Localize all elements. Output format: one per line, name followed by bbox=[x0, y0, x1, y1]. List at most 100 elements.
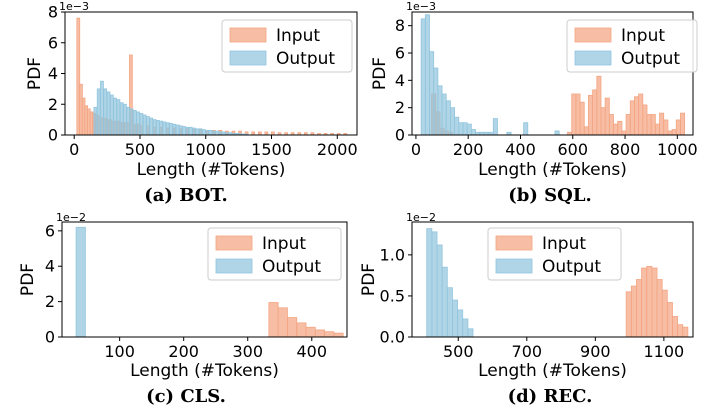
legend-label-output: Output bbox=[276, 49, 335, 69]
legend-label-output: Output bbox=[262, 257, 321, 277]
bar-output bbox=[523, 122, 529, 136]
y-axis-label: PDF bbox=[25, 57, 45, 90]
y-tick-label: 1.0 bbox=[380, 245, 405, 264]
bar-output bbox=[75, 226, 86, 338]
bar-input bbox=[287, 317, 298, 338]
chart-caption: (b) SQL. bbox=[508, 185, 592, 206]
bar-input bbox=[314, 329, 325, 338]
bar-input bbox=[277, 307, 288, 338]
y-tick-label: 0 bbox=[48, 126, 58, 145]
y-tick-label: 4 bbox=[45, 257, 55, 276]
bar-output bbox=[126, 106, 131, 136]
bar-output bbox=[433, 67, 439, 136]
bar-input bbox=[583, 126, 589, 136]
bar-input bbox=[636, 279, 643, 338]
x-tick-label: 700 bbox=[512, 342, 543, 361]
bar-input bbox=[675, 119, 681, 136]
bar-output bbox=[462, 318, 469, 338]
bar-input bbox=[682, 326, 689, 338]
bar-input bbox=[621, 130, 627, 136]
plot-frame bbox=[61, 221, 348, 338]
legend-label-input: Input bbox=[276, 26, 320, 46]
legend-label-input: Input bbox=[542, 234, 586, 254]
x-tick-label: 1500 bbox=[251, 140, 292, 159]
y-axis-multiplier: 1e−3 bbox=[406, 0, 436, 13]
bar-output bbox=[467, 328, 474, 338]
bar-input bbox=[656, 279, 663, 338]
bar-output bbox=[437, 85, 443, 136]
x-tick-label: 600 bbox=[557, 140, 588, 159]
bar-output bbox=[470, 129, 476, 136]
bar-output bbox=[426, 228, 433, 338]
bar-output bbox=[142, 114, 147, 136]
bar-output bbox=[129, 108, 134, 136]
bar-input bbox=[680, 112, 686, 136]
bar-output bbox=[185, 126, 190, 136]
bar-output bbox=[441, 266, 448, 338]
x-tick-label: 1000 bbox=[185, 140, 226, 159]
bar-output bbox=[445, 100, 451, 136]
legend-label-input: Input bbox=[621, 26, 665, 46]
bar-output bbox=[139, 113, 144, 136]
bar-input bbox=[659, 112, 665, 136]
bar-output bbox=[169, 123, 173, 136]
bar-output bbox=[431, 231, 438, 338]
bar-input bbox=[600, 107, 606, 136]
legend: Input Output bbox=[566, 19, 698, 73]
bar-output bbox=[424, 14, 430, 136]
bar-output bbox=[192, 127, 196, 136]
x-tick-label: 1000 bbox=[657, 140, 698, 159]
legend-swatch-input bbox=[495, 235, 533, 251]
bar-input bbox=[608, 114, 614, 136]
y-axis-multiplier: 1e−3 bbox=[59, 0, 89, 13]
x-axis-label: Length (#Tokens) bbox=[478, 361, 627, 381]
bar-output bbox=[152, 119, 157, 136]
bar-output bbox=[116, 99, 121, 136]
bar-input bbox=[646, 114, 652, 136]
bar-output bbox=[554, 130, 560, 136]
bar-output bbox=[195, 128, 200, 136]
bar-input bbox=[638, 93, 644, 136]
bar-input bbox=[613, 123, 619, 136]
x-tick-label: 500 bbox=[443, 342, 474, 361]
bar-input bbox=[324, 331, 335, 338]
chart-panel-4: 500 700 900 1100 0.0 0.5 1.0 1e−2 Length (#Token… bbox=[359, 211, 694, 407]
x-tick-label: 900 bbox=[580, 342, 611, 361]
y-tick-label: 2 bbox=[395, 98, 405, 117]
x-tick-label: 2000 bbox=[317, 140, 358, 159]
bar-input bbox=[625, 114, 631, 136]
bar-input bbox=[641, 267, 648, 338]
y-tick-label: 4 bbox=[48, 64, 58, 83]
bar-output bbox=[436, 244, 443, 338]
bar-output bbox=[205, 129, 210, 136]
bar-output bbox=[429, 51, 435, 136]
bar-output bbox=[179, 125, 183, 136]
bar-output bbox=[119, 102, 124, 136]
x-tick-label: 200 bbox=[168, 342, 199, 361]
legend-swatch-input bbox=[229, 27, 267, 43]
bar-input bbox=[333, 332, 344, 338]
bar-input bbox=[571, 93, 577, 136]
bar-output bbox=[457, 309, 464, 338]
chart-caption: (d) REC. bbox=[508, 386, 593, 407]
bar-output bbox=[109, 94, 114, 136]
bar-input bbox=[592, 89, 598, 136]
bar-output bbox=[208, 129, 213, 136]
bar-input bbox=[663, 119, 669, 136]
bar-output bbox=[136, 111, 140, 136]
bar-output bbox=[96, 88, 101, 136]
bar-input bbox=[642, 104, 648, 136]
y-axis-label: PDF bbox=[359, 263, 379, 296]
bar-output bbox=[93, 106, 98, 136]
x-tick-label: 200 bbox=[453, 140, 484, 159]
y-tick-label: 8 bbox=[395, 16, 405, 35]
bar-output bbox=[182, 126, 187, 136]
bar-input bbox=[588, 94, 594, 136]
chart-caption: (c) CLS. bbox=[146, 386, 226, 407]
bar-input bbox=[296, 322, 307, 338]
bar-output bbox=[156, 119, 160, 136]
bar-output bbox=[165, 122, 170, 136]
bar-input bbox=[625, 291, 632, 338]
bar-input bbox=[671, 129, 677, 136]
bar-output bbox=[149, 117, 154, 136]
